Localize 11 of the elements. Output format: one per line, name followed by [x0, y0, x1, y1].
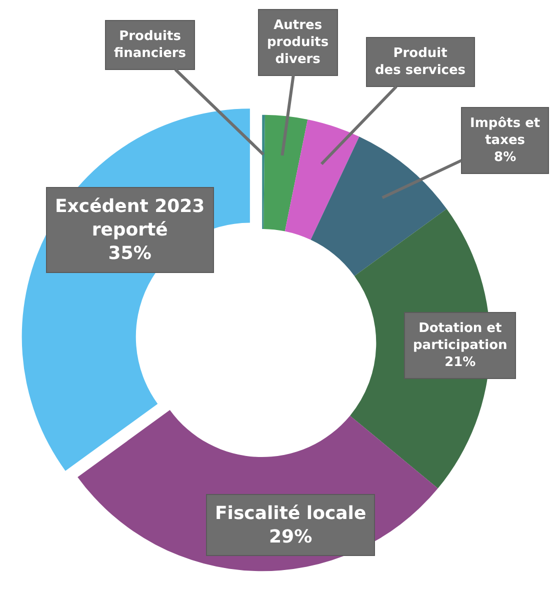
data-label: 35% — [108, 242, 152, 264]
slice-label: Produit des services — [375, 46, 466, 78]
slice-label: Impôts et taxes — [470, 116, 540, 148]
data-label: 29% — [269, 526, 312, 548]
slice-label: Fiscalité locale — [215, 503, 366, 524]
slice-label: Dotation et participation — [413, 321, 508, 353]
data-label: 8% — [494, 150, 516, 165]
slice-label: Produits financiers — [114, 29, 186, 61]
slice-label: Autres produits divers — [267, 18, 329, 67]
slice-label: Excédent 2023 reporté — [55, 196, 205, 240]
data-label: 21% — [444, 354, 476, 370]
